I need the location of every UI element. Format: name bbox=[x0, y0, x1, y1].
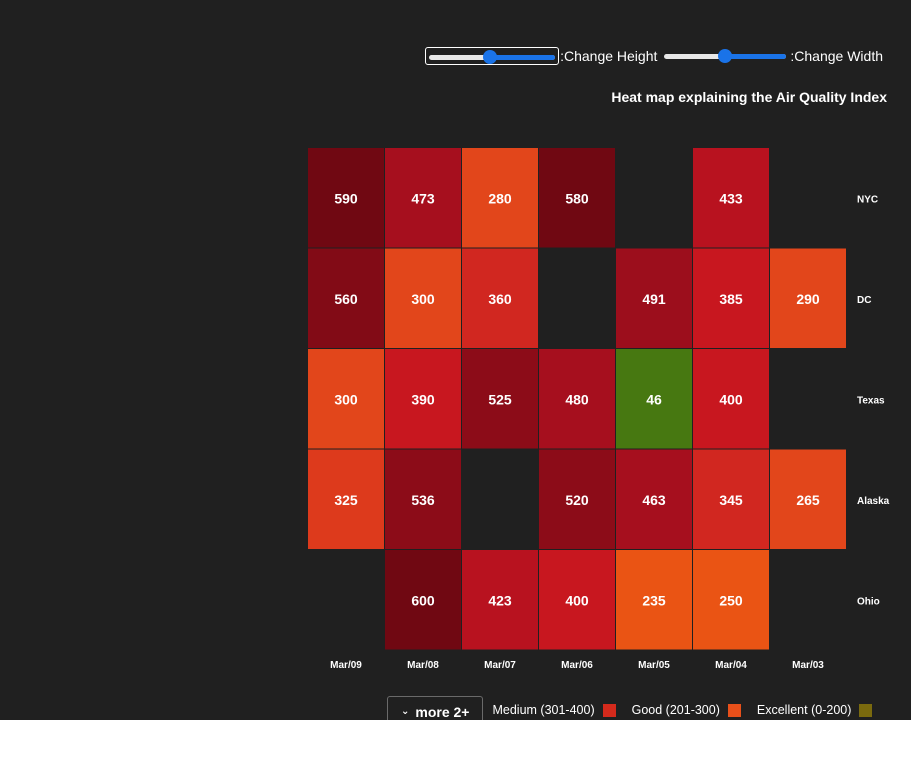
heatmap-cell[interactable] bbox=[385, 449, 461, 550]
cell-value-label: 590 bbox=[334, 190, 358, 206]
legend-item-label: Good (201-300) bbox=[631, 703, 720, 717]
heatmap-cell[interactable] bbox=[462, 550, 538, 650]
legend-swatch bbox=[602, 703, 616, 717]
legend-item-excellent[interactable]: Excellent (0-200) bbox=[757, 703, 873, 717]
cell-value-label: 536 bbox=[411, 492, 435, 508]
chart-title: Heat map explaining the Air Quality Inde… bbox=[611, 89, 887, 105]
cell-value-label: 520 bbox=[565, 492, 589, 508]
heatmap-cell[interactable] bbox=[539, 550, 615, 650]
y-axis-label: DC bbox=[857, 295, 871, 306]
height-slider-label: :Change Height bbox=[560, 48, 658, 64]
x-axis-label: Mar/04 bbox=[715, 660, 747, 671]
cell-value-label: 525 bbox=[488, 391, 512, 407]
heatmap-cell[interactable] bbox=[385, 148, 461, 248]
heatmap-cell[interactable] bbox=[616, 449, 692, 550]
cell-value-label: 463 bbox=[642, 492, 666, 508]
heatmap-cell[interactable] bbox=[770, 248, 846, 349]
cell-value-label: 491 bbox=[642, 291, 666, 307]
heatmap-cell[interactable] bbox=[308, 148, 384, 248]
cell-value-label: 360 bbox=[488, 291, 512, 307]
cell-value-label: 46 bbox=[646, 391, 662, 407]
x-axis-label: Mar/05 bbox=[638, 660, 670, 671]
cell-value-label: 433 bbox=[719, 190, 743, 206]
heatmap-cell[interactable] bbox=[385, 349, 461, 449]
heatmap-cell[interactable] bbox=[385, 550, 461, 650]
width-slider-label: :Change Width bbox=[790, 48, 883, 64]
heatmap-cell[interactable] bbox=[462, 248, 538, 349]
chevron-down-icon: ⌄ bbox=[401, 706, 410, 717]
legend-swatch bbox=[859, 703, 873, 717]
heatmap-cell[interactable] bbox=[308, 248, 384, 349]
chart-panel: :Change Height :Change Width Heat map ex… bbox=[0, 0, 911, 720]
legend-more-button[interactable]: ⌄ more 2+ bbox=[387, 696, 484, 720]
x-axis-label: Mar/03 bbox=[792, 660, 824, 671]
size-controls: :Change Height :Change Width bbox=[425, 47, 887, 65]
height-slider-fill bbox=[489, 55, 556, 60]
cell-value-label: 473 bbox=[411, 190, 435, 206]
cell-value-label: 400 bbox=[565, 592, 589, 608]
cell-value-label: 580 bbox=[565, 190, 589, 206]
heatmap-cell[interactable] bbox=[308, 349, 384, 449]
heatmap-cell[interactable] bbox=[616, 248, 692, 349]
cell-value-label: 480 bbox=[565, 391, 589, 407]
cell-value-label: 385 bbox=[719, 291, 743, 307]
heatmap-cell[interactable] bbox=[770, 449, 846, 550]
y-axis-label: Alaska bbox=[857, 496, 890, 507]
cell-value-label: 300 bbox=[411, 291, 435, 307]
width-slider[interactable] bbox=[661, 47, 789, 65]
x-axis-label: Mar/06 bbox=[561, 660, 593, 671]
cell-value-label: 250 bbox=[719, 592, 743, 608]
height-slider-thumb[interactable] bbox=[482, 50, 497, 64]
heatmap-cell[interactable] bbox=[693, 349, 769, 449]
heatmap-cell[interactable] bbox=[539, 349, 615, 449]
width-slider-thumb[interactable] bbox=[718, 49, 733, 63]
cell-value-label: 400 bbox=[719, 391, 743, 407]
legend-swatch bbox=[727, 703, 741, 717]
heatmap-cell[interactable] bbox=[693, 248, 769, 349]
cell-value-label: 265 bbox=[796, 492, 820, 508]
x-axis-label: Mar/08 bbox=[407, 660, 439, 671]
x-axis-label: Mar/07 bbox=[484, 660, 516, 671]
cell-value-label: 423 bbox=[488, 592, 512, 608]
height-slider[interactable] bbox=[425, 47, 560, 65]
y-axis-label: Ohio bbox=[857, 596, 880, 607]
legend-item-label: Excellent (0-200) bbox=[756, 703, 852, 717]
cell-value-label: 300 bbox=[334, 391, 358, 407]
heatmap-cell[interactable] bbox=[308, 449, 384, 550]
heatmap-cell[interactable] bbox=[462, 148, 538, 248]
x-axis-label: Mar/09 bbox=[330, 660, 362, 671]
legend-item-medium[interactable]: Medium (301-400) bbox=[492, 703, 616, 717]
heatmap-cell[interactable] bbox=[462, 349, 538, 449]
heatmap-cell[interactable] bbox=[385, 248, 461, 349]
heatmap-cell[interactable] bbox=[539, 148, 615, 248]
y-axis-label: Texas bbox=[857, 395, 885, 406]
heatmap-cell[interactable] bbox=[616, 349, 692, 449]
legend-more-label: more 2+ bbox=[415, 703, 470, 720]
cell-value-label: 345 bbox=[719, 492, 743, 508]
heatmap-cell[interactable] bbox=[539, 449, 615, 550]
cell-value-label: 290 bbox=[796, 291, 820, 307]
cell-value-label: 280 bbox=[488, 190, 512, 206]
heatmap-cell[interactable] bbox=[693, 148, 769, 248]
width-slider-fill bbox=[725, 54, 787, 59]
legend-item-label: Medium (301-400) bbox=[492, 703, 595, 717]
cell-value-label: 235 bbox=[642, 592, 666, 608]
heatmap-cell[interactable] bbox=[693, 449, 769, 550]
heatmap-cell[interactable] bbox=[693, 550, 769, 650]
cell-value-label: 390 bbox=[411, 391, 435, 407]
heatmap-cell[interactable] bbox=[616, 550, 692, 650]
cell-value-label: 560 bbox=[334, 291, 358, 307]
legend-item-good[interactable]: Good (201-300) bbox=[632, 703, 741, 717]
y-axis-label: NYC bbox=[857, 194, 878, 205]
heatmap-chart: 590 473 280 580 433 560 300 360 491 385 290 300 390 5… bbox=[308, 148, 890, 671]
cell-value-label: 325 bbox=[334, 492, 358, 508]
cell-value-label: 600 bbox=[411, 592, 435, 608]
legend: ⌄ more 2+ Medium (301-400) Good (201-300… bbox=[387, 694, 873, 720]
